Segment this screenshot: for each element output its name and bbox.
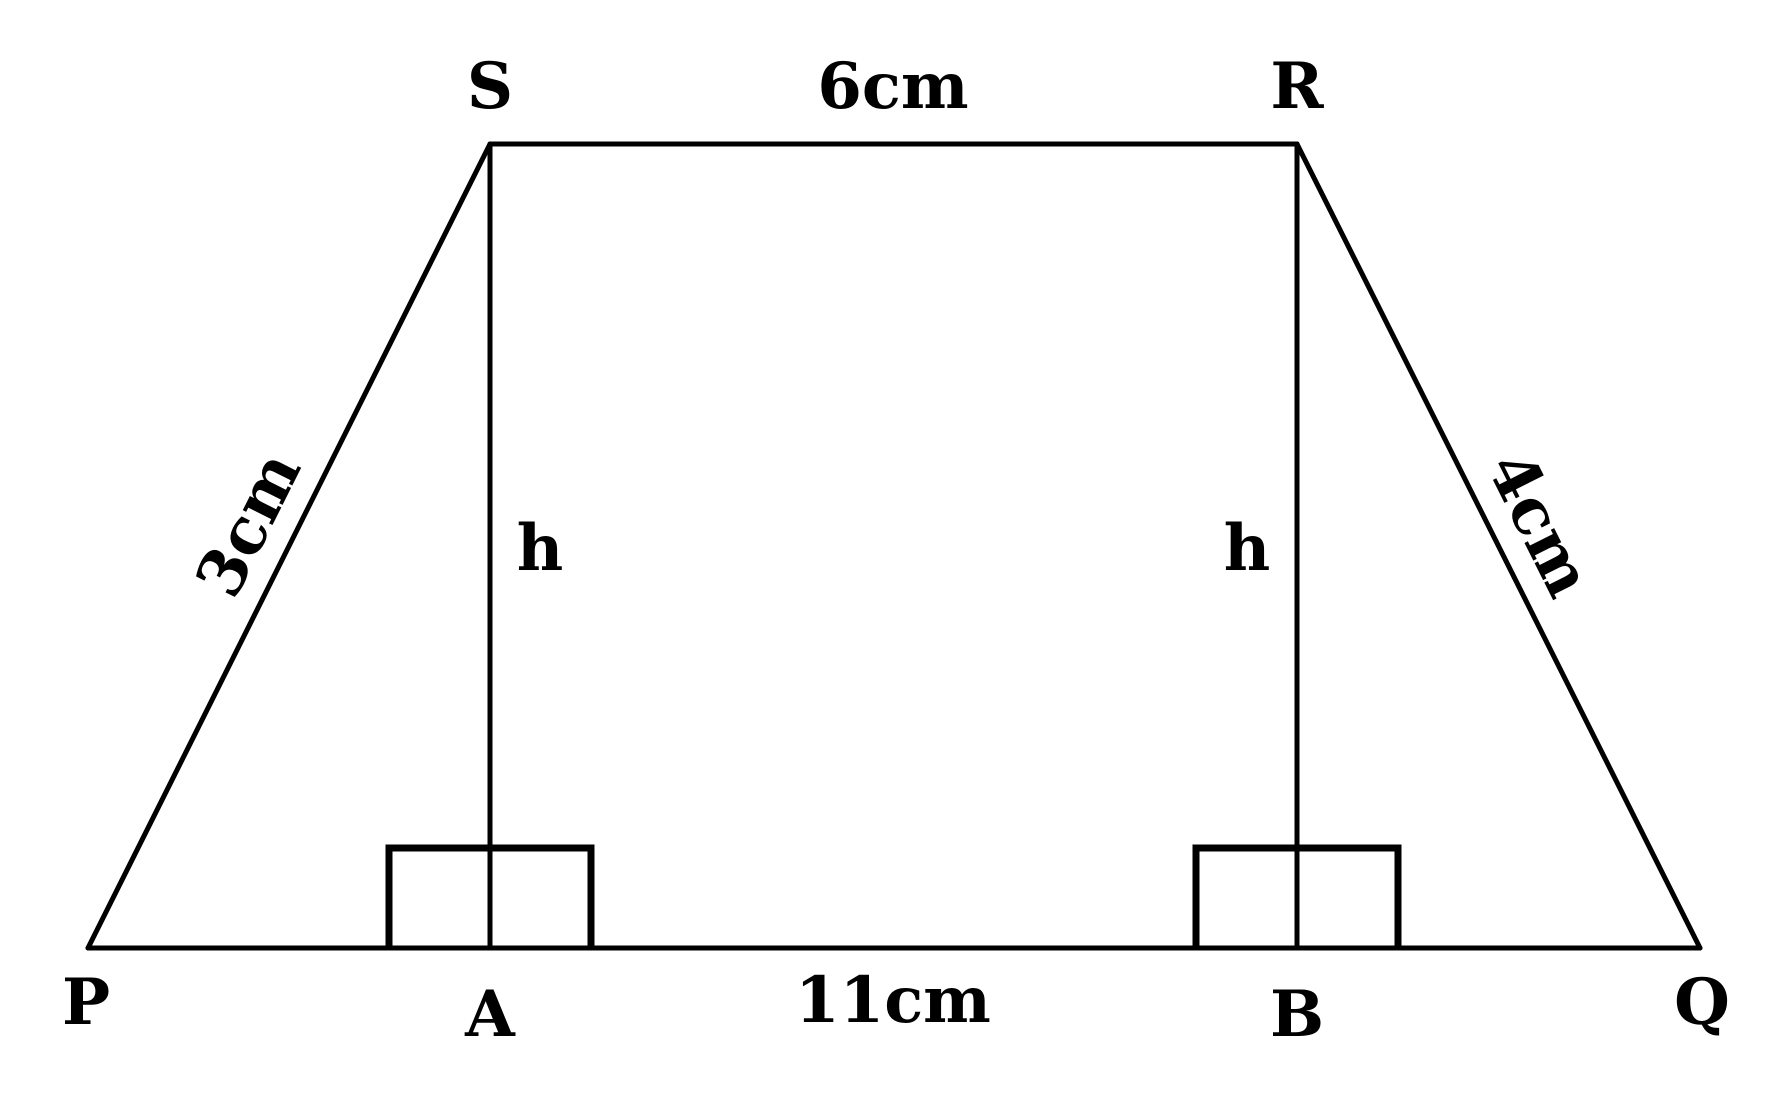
bottom-side-length-label: 11cm <box>795 963 991 1038</box>
left-side-length-label: 3cm <box>181 440 316 609</box>
height-label-left: h <box>517 511 564 586</box>
side-RQ <box>1294 141 1703 951</box>
vertex-label-R: R <box>1270 49 1324 124</box>
right-angle-marker-A <box>385 844 595 948</box>
vertex-label-S: S <box>467 49 513 124</box>
top-side-length-label: 6cm <box>817 49 968 124</box>
height-label-right: h <box>1224 511 1271 586</box>
right-side-length-label: 4cm <box>1472 440 1607 609</box>
vertex-label-B: B <box>1270 977 1324 1052</box>
side-PS <box>85 141 493 951</box>
right-angle-marker-B <box>1192 844 1402 948</box>
vertex-label-A: A <box>464 977 516 1052</box>
vertex-label-Q: Q <box>1674 965 1730 1040</box>
vertex-label-P: P <box>62 965 110 1040</box>
